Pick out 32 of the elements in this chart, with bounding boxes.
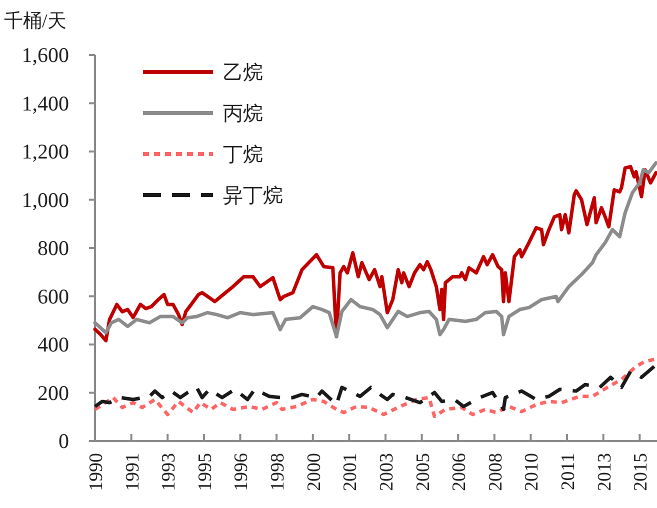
x-tick-label: 1990 bbox=[86, 453, 107, 491]
x-tick-label: 2013 bbox=[594, 453, 616, 491]
y-tick-label: 1,000 bbox=[22, 188, 69, 212]
y-tick-label: 600 bbox=[38, 284, 69, 308]
y-tick-label: 1,400 bbox=[22, 91, 69, 116]
legend-label: 丙烷 bbox=[223, 103, 263, 125]
line-series bbox=[93, 364, 656, 412]
x-tick-label: 2001 bbox=[340, 453, 362, 491]
y-tick-label: 400 bbox=[38, 332, 69, 356]
x-tick-label: 2011 bbox=[558, 453, 580, 490]
x-tick-label: 1995 bbox=[194, 453, 216, 491]
x-tick-label: 1998 bbox=[268, 453, 289, 491]
y-axis-title: 千桶/天 bbox=[4, 11, 66, 32]
x-tick-label: 2008 bbox=[485, 453, 506, 491]
x-tick-label: 2003 bbox=[376, 453, 398, 491]
x-tick-label: 1993 bbox=[158, 453, 180, 491]
x-tick-label: 2000 bbox=[304, 453, 325, 491]
y-tick-label: 800 bbox=[38, 236, 69, 260]
x-tick-label: 1991 bbox=[122, 453, 144, 491]
x-tick-label: 2010 bbox=[522, 453, 543, 491]
y-tick-label: 1,200 bbox=[22, 140, 69, 164]
x-tick-label: 2015 bbox=[630, 453, 652, 491]
legend-label: 乙烷 bbox=[223, 62, 263, 84]
y-tick-label: 1,600 bbox=[22, 43, 69, 67]
y-tick-label: 0 bbox=[58, 429, 69, 453]
x-tick-label: 2005 bbox=[412, 453, 434, 491]
legend-label: 异丁烷 bbox=[223, 185, 283, 207]
line-series bbox=[93, 358, 656, 418]
legend-label: 丁烷 bbox=[223, 144, 263, 166]
x-tick-label: 1996 bbox=[231, 453, 252, 491]
x-tick-label: 2006 bbox=[449, 453, 470, 491]
y-tick-label: 200 bbox=[38, 380, 69, 405]
